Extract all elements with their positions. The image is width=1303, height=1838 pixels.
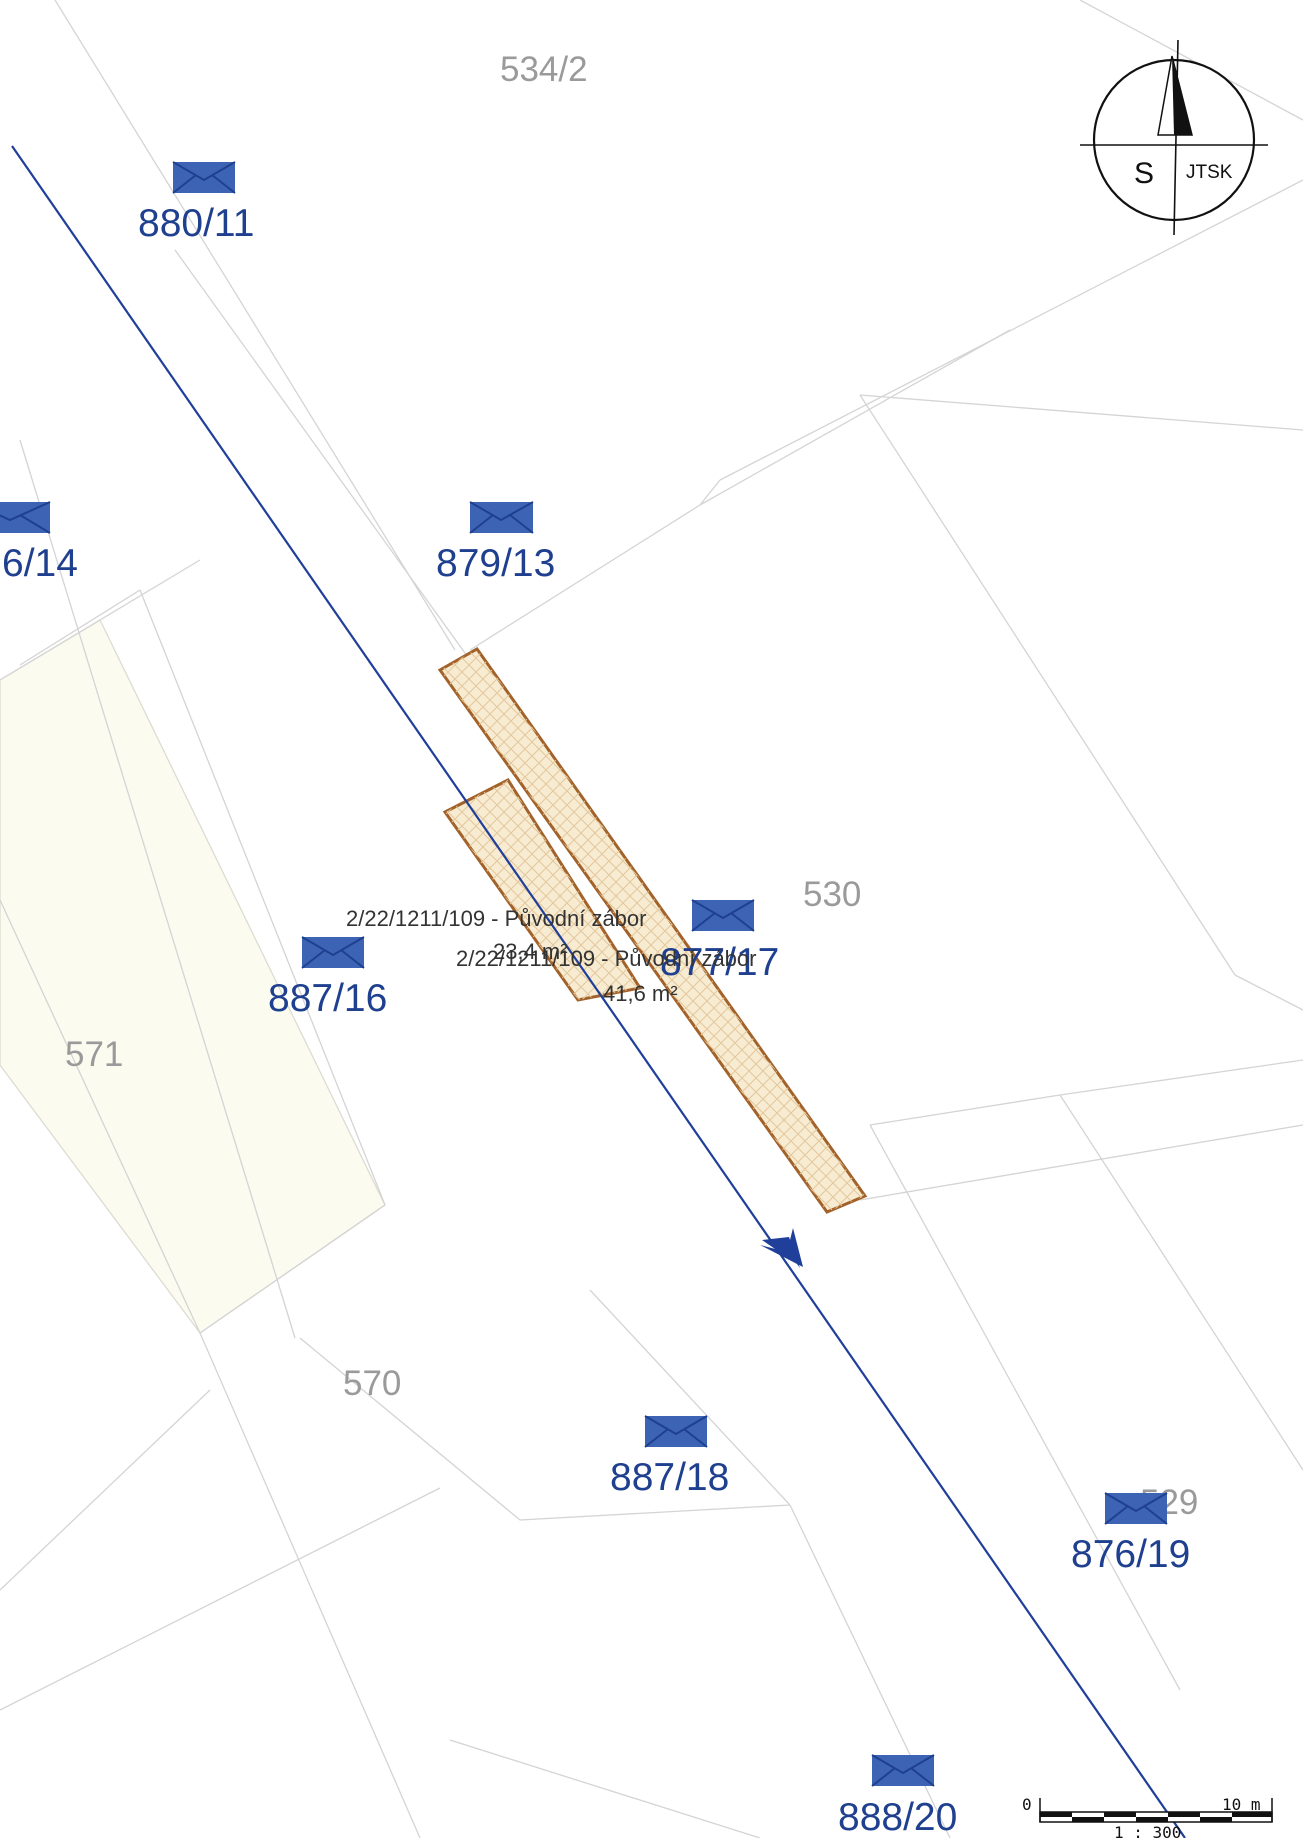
parcel-label-571[interactable]: 571 [65,1035,123,1074]
zabor-b-title: 2/22/1211/109 - Původní zábor [456,946,756,971]
marker-label-876-19[interactable]: 876/19 [1071,1533,1190,1576]
parcel-label-570[interactable]: 570 [343,1364,401,1403]
route-line [11,145,1186,1838]
envelope-icon[interactable] [691,899,755,932]
zabor-polygons [437,647,868,1214]
parcel-label-534-2[interactable]: 534/2 [500,50,588,89]
marker-label-887-18[interactable]: 887/18 [610,1456,729,1499]
zabor-a-title: 2/22/1211/109 - Původní zábor [346,906,646,931]
zabor-polygon-a-hatch [445,780,640,1000]
north-arrow: S JTSK [1080,39,1268,236]
north-arrow-shade [1172,56,1192,135]
route-arrowhead-icon [760,1228,803,1267]
compass-crs-label: JTSK [1186,162,1233,183]
marker-label-877-17[interactable]: 877/17 [660,941,779,984]
marker-labels: 880/11 6/14 879/13 887/16 877/17 887/18 … [2,202,1190,1838]
envelope-icon[interactable] [0,501,51,534]
envelope-icon[interactable] [1104,1492,1168,1525]
scale-start-label: 0 [1022,1795,1032,1814]
marker-label-886-14[interactable]: 6/14 [2,542,78,585]
marker-label-880-11[interactable]: 880/11 [138,202,254,245]
zabor-polygon-b-hatch [440,649,865,1212]
envelope-icon[interactable] [644,1415,708,1448]
marker-label-888-20[interactable]: 888/20 [838,1796,957,1838]
scale-bar: 0 10 m 1 : 300 [1022,1795,1273,1838]
scale-ratio-label: 1 : 300 [1114,1823,1181,1838]
envelope-icon[interactable] [871,1754,935,1787]
compass-north-letter: S [1134,157,1154,190]
zabor-a-area: 23,4 m² [493,939,568,964]
zabor-labels: 2/22/1211/109 - Původní zábor 23,4 m² 2/… [346,906,756,1006]
envelope-markers [0,161,1168,1787]
marker-label-879-13[interactable]: 879/13 [436,542,555,585]
scale-end-label: 10 m [1222,1795,1261,1814]
zabor-b-area: 41,6 m² [603,981,678,1006]
marker-label-887-16[interactable]: 887/16 [268,977,387,1020]
parcel-label-530[interactable]: 530 [803,875,861,914]
envelope-icon[interactable] [172,161,236,194]
envelope-icon[interactable] [301,936,365,969]
envelope-icon[interactable] [469,501,534,534]
